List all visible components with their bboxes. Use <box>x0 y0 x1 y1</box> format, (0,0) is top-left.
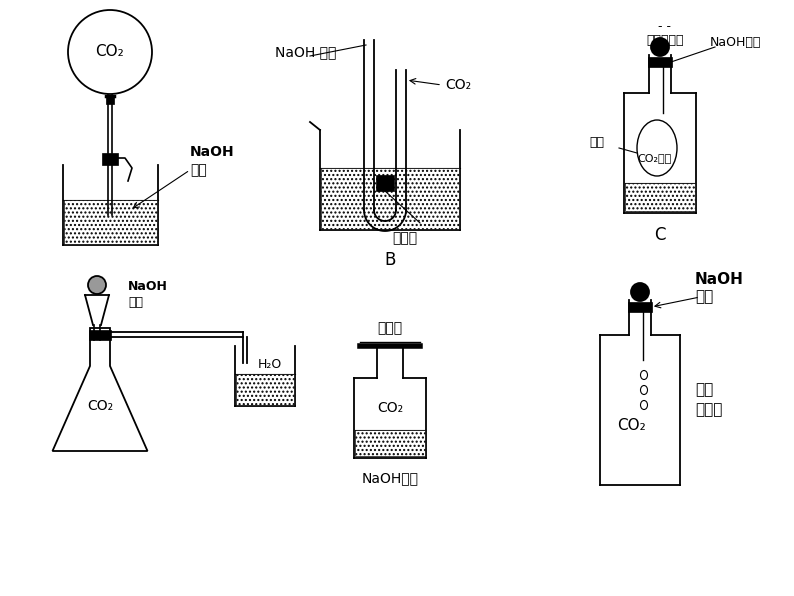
Text: 玻璃片: 玻璃片 <box>377 321 403 335</box>
Text: 饮料瓶: 饮料瓶 <box>695 402 723 418</box>
Bar <box>321 168 459 229</box>
Text: NaOH: NaOH <box>190 145 234 159</box>
Bar <box>355 430 425 456</box>
Text: CO₂: CO₂ <box>87 399 113 413</box>
Text: 气球: 气球 <box>589 136 604 150</box>
Text: NaOH: NaOH <box>128 281 168 293</box>
Bar <box>625 183 695 211</box>
Polygon shape <box>52 328 148 451</box>
Bar <box>64 200 156 244</box>
Text: C: C <box>654 226 665 244</box>
Text: H₂O: H₂O <box>258 358 282 371</box>
Text: 橡皮塞: 橡皮塞 <box>392 231 418 245</box>
Text: 溶液: 溶液 <box>128 296 143 309</box>
Text: 与大气相通: 与大气相通 <box>646 33 684 46</box>
Text: 溶液: 溶液 <box>190 163 206 177</box>
Bar <box>236 374 294 405</box>
Text: 溶液: 溶液 <box>695 290 713 305</box>
Circle shape <box>88 276 106 294</box>
Text: CO₂: CO₂ <box>618 418 646 433</box>
Text: CO₂: CO₂ <box>445 78 471 92</box>
Text: 塑料: 塑料 <box>695 383 713 398</box>
Text: NaOH溶液: NaOH溶液 <box>361 471 418 485</box>
Ellipse shape <box>637 120 677 176</box>
Circle shape <box>651 38 669 56</box>
Circle shape <box>68 10 152 94</box>
Bar <box>89 330 111 340</box>
Bar <box>628 302 652 312</box>
Text: CO₂: CO₂ <box>95 45 125 60</box>
Text: CO₂气体: CO₂气体 <box>638 153 673 163</box>
Bar <box>376 175 394 191</box>
Text: NaOH 溶液: NaOH 溶液 <box>275 45 337 59</box>
Text: NaOH溶液: NaOH溶液 <box>710 36 761 48</box>
Text: CO₂: CO₂ <box>377 401 403 415</box>
Bar <box>106 96 114 104</box>
Bar <box>102 153 118 165</box>
Text: B: B <box>384 251 395 269</box>
Bar <box>648 57 672 67</box>
Circle shape <box>631 283 649 301</box>
Text: - -: - - <box>658 20 672 33</box>
Text: NaOH: NaOH <box>695 272 744 287</box>
